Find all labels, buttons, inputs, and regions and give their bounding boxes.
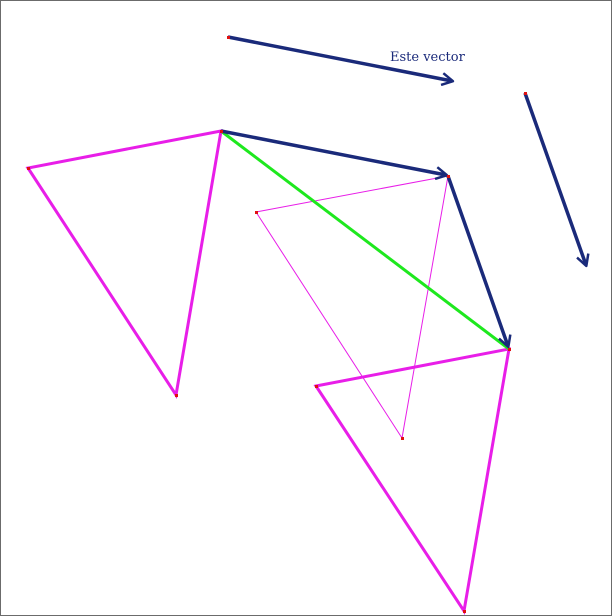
- point[interactable]: [227, 36, 230, 39]
- resultant-vector: [220, 129, 510, 351]
- point[interactable]: [220, 130, 223, 133]
- point[interactable]: [175, 394, 178, 397]
- point[interactable]: [447, 175, 450, 178]
- translation-vector-2: [446, 175, 508, 346]
- vertex-points: [27, 36, 527, 613]
- point[interactable]: [463, 610, 466, 613]
- point[interactable]: [524, 92, 527, 95]
- thin-triangle: [255, 175, 449, 440]
- point[interactable]: [255, 211, 258, 214]
- free-vector-right[interactable]: [523, 92, 586, 265]
- vector-label: Este vector: [390, 50, 466, 65]
- image-triangle: [313, 347, 511, 615]
- point[interactable]: [508, 348, 511, 351]
- free-vector-top[interactable]: [227, 35, 452, 81]
- translation-vector-1: [220, 129, 446, 175]
- point[interactable]: [315, 385, 318, 388]
- original-triangle: [25, 129, 223, 400]
- point[interactable]: [27, 167, 30, 170]
- point[interactable]: [401, 437, 404, 440]
